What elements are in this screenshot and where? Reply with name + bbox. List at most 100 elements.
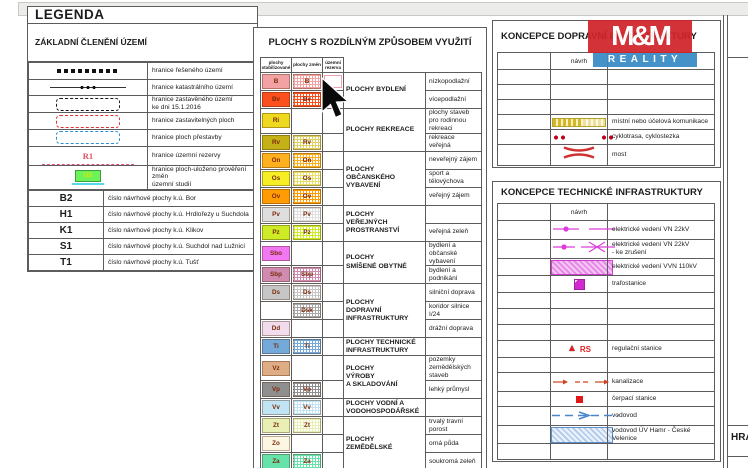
legend-row: vodovod — [497, 406, 715, 426]
swatch-stable-Sbo: Sbo — [262, 246, 290, 262]
swatch-stable-On: On — [262, 152, 290, 168]
land-use-row-Ri: Ri PLOCHY REKREACE plochy staveb pro rodin… — [260, 108, 482, 152]
swatch-change-Zt: Zt — [293, 418, 321, 434]
legend-label — [607, 324, 715, 341]
detail-label: soukromá zeleň — [425, 452, 482, 468]
section-title-technical: KONCEPCE TECHNICKÉ INFRASTRUKTURY — [501, 187, 703, 198]
local-road-icon — [552, 117, 606, 127]
detail-label: koridor silnice I/24 — [425, 301, 482, 321]
bridge-icon — [563, 146, 595, 159]
legend-label — [607, 84, 715, 100]
detail-label: trvalý travní porost — [425, 416, 482, 436]
plot-code-row: S1 číslo návrhové plochy k.ú. Suchdol nad… — [28, 238, 258, 256]
swatch-stable-Pv: Pv — [262, 206, 290, 222]
swatch-change-Za: Za — [293, 454, 321, 468]
swatch-change-B: B — [293, 74, 321, 89]
swatch-stable-Vv: Vv — [262, 400, 290, 416]
detail-label — [425, 337, 482, 357]
swatch-change-Ti: Ti — [293, 339, 321, 355]
detail-label — [425, 398, 482, 418]
land-use-row-Rv: Rv Rv rekreace veřejná — [260, 132, 482, 152]
study-required-icon: US — [29, 169, 147, 185]
fragment-rule — [727, 57, 748, 58]
swatch-stable-Os: Os — [262, 170, 290, 186]
panel-divider-line — [727, 15, 728, 468]
detail-label: plochy staveb pro rodinnou rekreaci — [425, 108, 482, 134]
legend-row: místní nebo účelová komunikace — [497, 114, 715, 130]
swatch-change-Ov: Ov — [293, 188, 321, 204]
swatch-stable-Zo: Zo — [262, 436, 290, 452]
boundary-label: hranice řešeného území — [147, 62, 258, 80]
legend-row — [497, 84, 715, 100]
boundary-row: hranice zastavitelných ploch — [28, 112, 258, 130]
panel-divider-line — [723, 15, 724, 468]
legend-row — [497, 69, 715, 85]
swatch-stable-Bv: Bv — [262, 92, 290, 107]
plot-code: S1 — [28, 238, 104, 256]
legend-row: elektrické vedení VVN 110kV — [497, 258, 715, 276]
detail-label: sport a tělovýchova — [425, 168, 482, 188]
detail-label: rekreace veřejná — [425, 132, 482, 152]
land-use-row-Vz: Vz PLOCHY VÝROBY A SKLADOVÁNÍ pozemky země… — [260, 355, 482, 400]
land-use-row-Pz: Pz Pz veřejná zeleň — [260, 222, 482, 242]
land-use-row-On: On On PLOCHY OBČANSKÉHO VYBAVENÍ neveřejný … — [260, 150, 482, 206]
detail-label: veřejná zeleň — [425, 222, 482, 242]
detail-label: nízkopodlažní — [425, 72, 482, 91]
land-use-row-Za: Za Za soukromá zeleň — [260, 452, 482, 468]
swatch-stable-Ri: Ri — [262, 113, 290, 129]
section-title-land-use: PLOCHY S ROZDÍLNÝM ZPŮSOBEM VYUŽITÍ — [268, 37, 472, 48]
mm-reality-logo: M&M REALITY — [588, 20, 697, 67]
legend-label: vodovod ÚV Hamr - České Velenice — [607, 425, 715, 444]
swatch-change-Vp: Vp — [293, 382, 321, 398]
land-use-row-Sbo: Sbo PLOCHY SMÍŠENÉ OBYTNÉ bydlení a občans… — [260, 240, 482, 285]
swatch-stable-Vz: Vz — [262, 360, 290, 376]
mm-logo-mark: M&M — [588, 20, 692, 53]
territorial-reserve-icon: R1 — [29, 147, 147, 165]
page-title: LEGENDA — [28, 7, 257, 24]
fragment-cell-top — [727, 425, 748, 426]
col-header-1: plochy změn — [291, 57, 323, 73]
legend-label: kanalizace — [607, 372, 715, 392]
legend-label — [607, 443, 715, 460]
legend-label — [607, 308, 715, 325]
legend-label: elektrické vedení VN 22kV — [607, 220, 715, 240]
boundary-row: R1 hranice územní rezervy — [28, 145, 258, 166]
swatch-change-Pv: Pv — [293, 206, 321, 222]
swatch-change-Dsk: Dsk — [293, 303, 321, 319]
power-line-22kv-icon — [553, 226, 615, 232]
swatch-stable-Zt: Zt — [262, 418, 290, 434]
boundary-label: hranice zastavitelných ploch — [147, 112, 258, 130]
legend-label: trafostanice — [607, 275, 715, 293]
swatch-change-Pz: Pz — [293, 224, 321, 240]
legend-row: kanalizace — [497, 372, 715, 392]
land-use-row-Ov: Ov Ov veřejný zájem — [260, 186, 482, 206]
legend-label: vodovod — [607, 406, 715, 426]
land-use-header-row: plochy stabilizované plochy změn územní re… — [260, 57, 482, 73]
navrh-header: návrh — [550, 203, 608, 221]
substation-icon — [573, 278, 585, 290]
legend-label: cyklotrasa, cyklostezka — [607, 129, 715, 145]
group-label: PLOCHY REKREACE — [343, 108, 426, 152]
plot-code-row: K1 číslo návrhové plochy k.ú. Klikov — [28, 222, 258, 240]
detail-label: vícepodlažní — [425, 90, 482, 109]
swatch-change-Os: Os — [293, 170, 321, 186]
section-title-basic-territory: ZÁKLADNÍ ČLENĚNÍ ÚZEMÍ — [28, 24, 257, 62]
legend-label: regulační stanice — [607, 340, 715, 358]
fragment-label: HRA — [731, 432, 748, 443]
land-use-row-Ds: Ds Ds PLOCHY DOPRAVNÍ INFRASTRUKTURY silnič… — [260, 283, 482, 339]
water-main-hamr-icon — [551, 426, 613, 443]
plot-code: T1 — [28, 254, 104, 272]
boundary-row: hranice katastrálního území — [28, 78, 258, 97]
group-label: PLOCHY VODNÍ A VODOHOSPODÁŘSKÉ — [343, 398, 426, 418]
land-use-row-B: B B PLOCHY BYDLENÍ nízkopodlažní — [260, 72, 482, 109]
legend-label — [607, 69, 715, 85]
land-use-row-Vv: Vv Vv PLOCHY VODNÍ A VODOHOSPODÁŘSKÉ — [260, 398, 482, 418]
plot-code-row: B2 číslo návrhové plochy k.ú. Bor — [28, 190, 258, 208]
boundary-row: hranice řešeného území — [28, 62, 258, 80]
swatch-change-Rv: Rv — [293, 134, 321, 150]
legend-row — [497, 443, 715, 460]
detail-label: bydlení a podnikání — [425, 265, 482, 285]
cadastral-boundary-line-icon — [50, 84, 126, 92]
group-label: PLOCHY ZEMĚDĚLSKÉ — [343, 416, 426, 468]
